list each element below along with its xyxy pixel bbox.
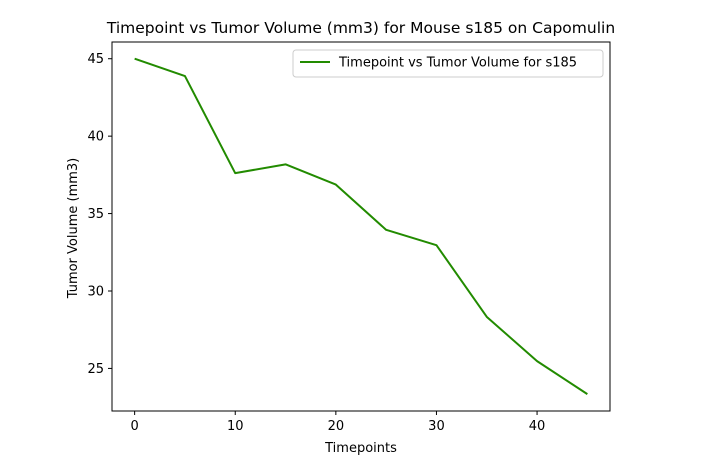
series-line-0 bbox=[134, 57, 588, 395]
plot-area bbox=[111, 41, 611, 412]
y-tick-label: 30 bbox=[87, 284, 104, 299]
x-tick-label: 10 bbox=[227, 419, 244, 434]
x-tick-label: 20 bbox=[328, 419, 345, 434]
chart-title: Timepoint vs Tumor Volume (mm3) for Mous… bbox=[106, 19, 615, 37]
x-axis-label: Timepoints bbox=[324, 441, 397, 456]
x-tick-label: 30 bbox=[428, 419, 445, 434]
axes-frame bbox=[111, 41, 611, 412]
legend-box bbox=[292, 49, 604, 78]
x-tick-label: 40 bbox=[529, 419, 546, 434]
y-tick-label: 25 bbox=[87, 362, 104, 377]
legend-label: Timepoint vs Tumor Volume for s185 bbox=[338, 56, 577, 71]
y-axis-label: Tumor Volume (mm3) bbox=[66, 158, 81, 300]
y-tick-label: 35 bbox=[87, 207, 104, 222]
y-tick-label: 40 bbox=[87, 130, 104, 145]
x-tick-label: 0 bbox=[130, 419, 138, 434]
y-axis: 25 30 35 40 45 bbox=[87, 52, 112, 377]
y-tick-label: 45 bbox=[87, 52, 104, 67]
x-axis: 0 10 20 30 40 bbox=[130, 411, 545, 434]
legend: Timepoint vs Tumor Volume for s185 bbox=[292, 49, 604, 78]
